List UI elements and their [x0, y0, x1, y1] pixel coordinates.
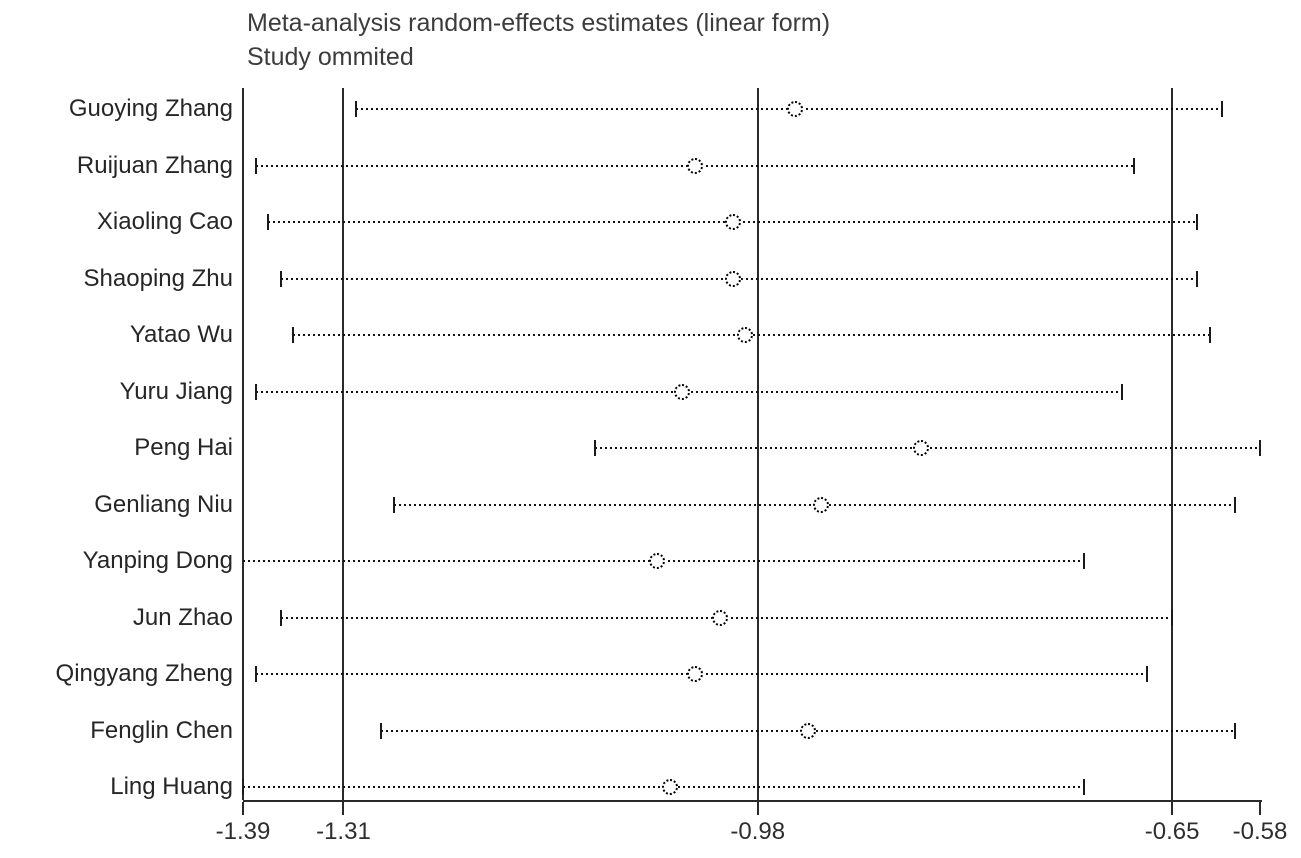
- x-axis-tick: [242, 802, 244, 815]
- ci-upper-cap: [1133, 157, 1136, 174]
- estimate-marker: [812, 496, 829, 513]
- study-label: Yatao Wu: [129, 321, 233, 348]
- x-axis-line: [243, 800, 1262, 802]
- ci-lower-cap: [279, 270, 282, 287]
- x-axis-tick-label: -1.39: [215, 818, 271, 845]
- x-axis-tick: [1259, 802, 1261, 815]
- chart-subtitle: Study ommited: [247, 43, 414, 71]
- study-label: Genliang Niu: [94, 490, 233, 518]
- study-label: Ling Huang: [110, 773, 233, 800]
- ci-lower-cap: [392, 496, 395, 513]
- estimate-marker: [687, 157, 703, 174]
- ci-lower-cap: [279, 609, 282, 626]
- estimate-marker: [674, 383, 691, 400]
- study-label: Guoying Zhang: [68, 95, 233, 122]
- ci-upper-cap: [1233, 496, 1236, 513]
- estimate-marker: [913, 440, 929, 456]
- ci-upper-cap: [1259, 440, 1261, 456]
- study-label: Yanping Dong: [82, 547, 233, 574]
- estimate-marker: [712, 609, 729, 626]
- chart-title-block: Meta-analysis random-effects estimates (…: [247, 6, 830, 74]
- x-axis-tick-label: -1.31: [316, 818, 371, 845]
- ci-upper-cap: [1120, 383, 1123, 400]
- ci-upper-cap: [1196, 270, 1199, 287]
- ci-lower-cap: [254, 157, 257, 174]
- ci-upper-cap: [1146, 666, 1148, 682]
- ci-upper-cap: [1171, 609, 1174, 626]
- ci-lower-cap: [593, 440, 596, 456]
- x-axis-tick: [756, 802, 759, 815]
- x-axis-tick-label: -0.98: [730, 818, 786, 845]
- ref-line-pooled-estimate: [756, 88, 759, 800]
- ref-line-lower-ci: [342, 88, 345, 800]
- chart-title: Meta-analysis random-effects estimates (…: [247, 9, 831, 37]
- ci-upper-cap: [1221, 101, 1224, 117]
- study-label: Yuru Jiang: [119, 377, 233, 405]
- estimate-marker: [724, 214, 741, 230]
- ci-lower-cap: [254, 383, 257, 400]
- ci-lower-cap: [355, 101, 357, 117]
- ci-lower-cap: [292, 327, 295, 343]
- study-label: Qingyang Zheng: [55, 660, 233, 687]
- x-axis-tick-label: -0.58: [1232, 818, 1288, 845]
- estimate-marker: [724, 270, 741, 287]
- ref-line-upper-ci: [1171, 88, 1174, 800]
- estimate-marker: [687, 666, 703, 682]
- x-axis-tick: [342, 802, 345, 815]
- study-label: Fenglin Chen: [90, 716, 233, 744]
- ci-upper-cap: [1083, 553, 1086, 569]
- ci-upper-cap: [1196, 214, 1199, 230]
- ci-lower-cap: [242, 779, 244, 795]
- y-axis-line: [242, 88, 244, 800]
- estimate-marker: [661, 779, 678, 795]
- x-axis-tick: [1171, 802, 1174, 815]
- estimate-marker: [737, 327, 754, 343]
- study-label: Jun Zhao: [132, 603, 233, 631]
- study-label: Ruijuan Zhang: [76, 151, 233, 179]
- study-label: Xiaoling Cao: [96, 208, 233, 235]
- ci-upper-cap: [1083, 779, 1086, 795]
- ci-lower-cap: [380, 722, 383, 739]
- ci-upper-cap: [1208, 327, 1211, 343]
- ci-upper-cap: [1233, 722, 1236, 739]
- estimate-marker: [649, 553, 666, 569]
- ci-lower-cap: [254, 666, 257, 682]
- x-axis-tick-label: -0.65: [1144, 818, 1200, 845]
- estimate-marker: [787, 101, 804, 117]
- study-label: Shaoping Zhu: [83, 264, 233, 292]
- study-label: Peng Hai: [134, 434, 233, 461]
- ci-lower-cap: [267, 214, 270, 230]
- estimate-marker: [800, 722, 816, 739]
